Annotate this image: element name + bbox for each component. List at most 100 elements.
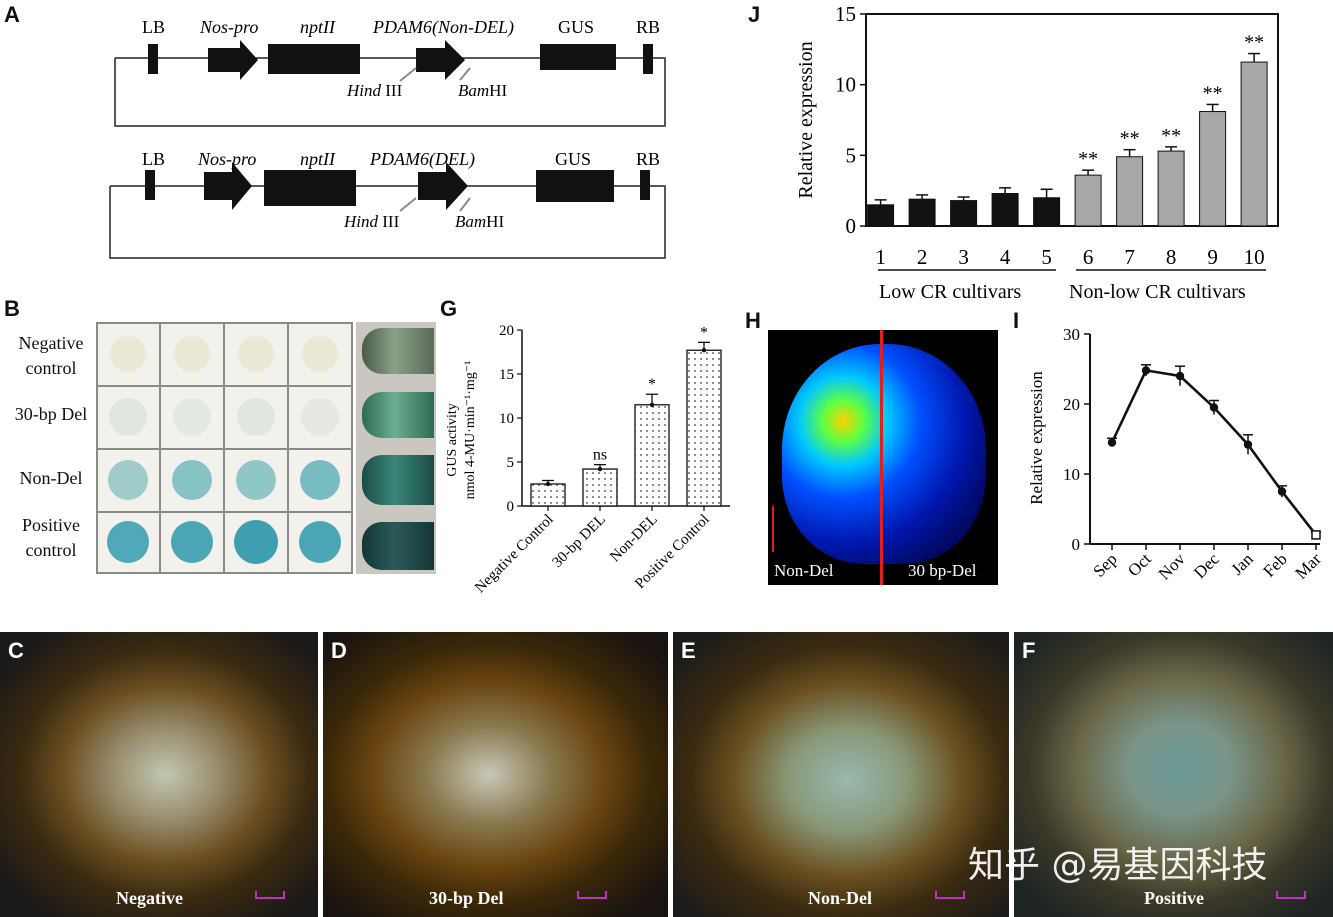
chart-j-annotation: ** [1120, 128, 1140, 150]
chart-g-bar [582, 468, 618, 507]
gus-plate [96, 322, 353, 574]
panel-letter-i: I [1013, 308, 1020, 333]
chart-j-bar [1157, 150, 1185, 227]
chart-i-point [1141, 366, 1151, 375]
chart-g-bar [634, 404, 670, 507]
npt-label-top: nptII [300, 17, 336, 37]
chart-i-point [1243, 440, 1253, 449]
photo-c: C Negative [0, 632, 318, 917]
chart-i-point [1107, 438, 1117, 447]
panel-letter-a: A [4, 2, 20, 27]
chart-g-point [597, 466, 603, 472]
chart-j-xtick-label: 7 [1124, 245, 1135, 269]
chart-j-ytick-label: 15 [835, 2, 856, 26]
chart-g-xtick-label: Negative Control [472, 512, 557, 597]
chart-i-ytick-label: 20 [1063, 395, 1080, 414]
chart-i-xtick-label: Sep [1089, 549, 1120, 580]
plate-row-label-nondel: Non-Del [19, 468, 83, 488]
chart-j-ytick-label: 10 [835, 73, 856, 97]
nos-label-top: Nos-pro [199, 17, 258, 37]
chart-j-ytick-label: 0 [846, 214, 857, 238]
chart-g-annotation: ns [593, 447, 607, 464]
chart-j-frame [865, 13, 1279, 227]
chart-g-bar [530, 483, 566, 507]
chart-j-annotation: ** [1078, 148, 1098, 170]
svg-text:BamHI: BamHI [455, 212, 504, 231]
pdam-label-top: PDAM6(Non-DEL) [372, 17, 514, 38]
chart-i-ytick-label: 0 [1072, 535, 1081, 554]
chart-j-ylabel: Relative expression [795, 41, 817, 198]
chart-j-bar [991, 192, 1019, 227]
photo-f-scalebar [1276, 891, 1306, 899]
chart-i-ytick-label: 10 [1063, 465, 1080, 484]
chart-i-xtick-label: Mar [1291, 549, 1325, 583]
svg-text:LB: LB [142, 149, 165, 169]
chart-i-xtick-label: Dec [1190, 549, 1223, 582]
nos-arrow-top [208, 40, 258, 80]
lb-label-top: LB [142, 17, 165, 37]
chart-j-annotation: ** [1244, 32, 1264, 54]
chart-j-xtick-label: 4 [1000, 245, 1011, 269]
svg-text:nptII: nptII [300, 149, 336, 169]
photo-f: F Positive [1014, 632, 1333, 917]
chart-j-bar [1116, 156, 1144, 227]
chart-j-bar [950, 200, 978, 227]
photo-c-scalebar [255, 891, 285, 899]
rb-label-top: RB [636, 17, 660, 37]
chart-g-annotation: * [648, 376, 656, 393]
panel-letter-g: G [440, 296, 458, 321]
svg-text:GUS: GUS [555, 149, 591, 169]
chart-j-xtick-label: 1 [875, 245, 886, 269]
plate-row-label-positive: Positive control [21, 515, 80, 560]
chart-i-point [1277, 487, 1287, 496]
chart-i-xtick-label: Jan [1227, 549, 1257, 579]
chart-i-line [1110, 368, 1318, 536]
chart-i-xtick-label: Oct [1124, 549, 1155, 580]
chart-j-bar [908, 198, 936, 227]
photo-c-label: Negative [116, 888, 183, 908]
chart-i-xtick-label: Feb [1259, 549, 1290, 580]
chart-g-xtick-label: Non-DEL [607, 512, 661, 566]
chart-j-xtick-label: 3 [958, 245, 969, 269]
chart-g-annotation: * [700, 324, 708, 341]
svg-text:Hind III: Hind III [346, 81, 403, 100]
chart-g-xtick-label: 30-bp DEL [549, 512, 608, 571]
chart-j: 0 5 10 15 1 2 3 4 5 6 7 8 9 10 ** ** ** ** ** Relative ex… [795, 2, 1279, 303]
svg-text:Hind III: Hind III [343, 212, 400, 231]
photo-e: E Non-Del [673, 632, 1009, 917]
photo-f-label: Positive [1144, 888, 1204, 908]
chart-j-bar [1240, 61, 1268, 227]
chart-g-point [649, 402, 655, 407]
svg-text:Nos-pro: Nos-pro [197, 149, 256, 169]
chart-j-group-low: Low CR cultivars [879, 281, 1021, 303]
chart-i: 0 10 20 30 Sep Oct Nov Dec Jan Feb Mar Relative ex… [1027, 325, 1325, 584]
chart-g-ylabel-units: nmol 4-MU·min⁻¹·mg⁻¹ [463, 361, 478, 500]
chart-j-bar [1033, 197, 1061, 227]
panel-letter-b: B [4, 296, 20, 321]
plate-wells [107, 336, 341, 564]
chart-g-bar [686, 349, 722, 507]
h-label-left: Non-Del [774, 561, 834, 580]
chart-i-ylabel: Relative expression [1027, 371, 1046, 505]
chart-j-bar [867, 204, 895, 227]
construct-bottom: LB Nos-pro nptII PDAM6(DEL) GUS RB Hind … [109, 149, 666, 259]
plate-row-label-30bp: 30-bp Del [14, 404, 88, 424]
chart-g-ytick-label: 10 [499, 411, 514, 427]
chart-j-annotation: ** [1161, 125, 1181, 147]
luminescence-image: Non-Del 30 bp-Del [768, 330, 998, 585]
chart-j-ytick-label: 5 [846, 143, 857, 167]
chart-j-group-nonlow: Non-low CR cultivars [1069, 281, 1246, 303]
chart-i-ytick-label: 30 [1063, 325, 1080, 344]
svg-text:PDAM6(DEL): PDAM6(DEL) [369, 149, 475, 170]
photo-d: D 30-bp Del [323, 632, 668, 917]
construct-top: LB Nos-pro nptII PDAM6(Non-DEL) GUS RB H… [114, 17, 666, 127]
chart-j-xtick-label: 6 [1083, 245, 1094, 269]
plate-row-label-negative: Negative control [18, 333, 84, 378]
chart-g-ytick-label: 5 [507, 455, 515, 471]
svg-text:RB: RB [636, 149, 660, 169]
svg-text:BamHI: BamHI [458, 81, 507, 100]
photo-d-scalebar [577, 891, 607, 899]
chart-j-xtick-label: 2 [917, 245, 928, 269]
chart-i-point [1209, 403, 1219, 412]
